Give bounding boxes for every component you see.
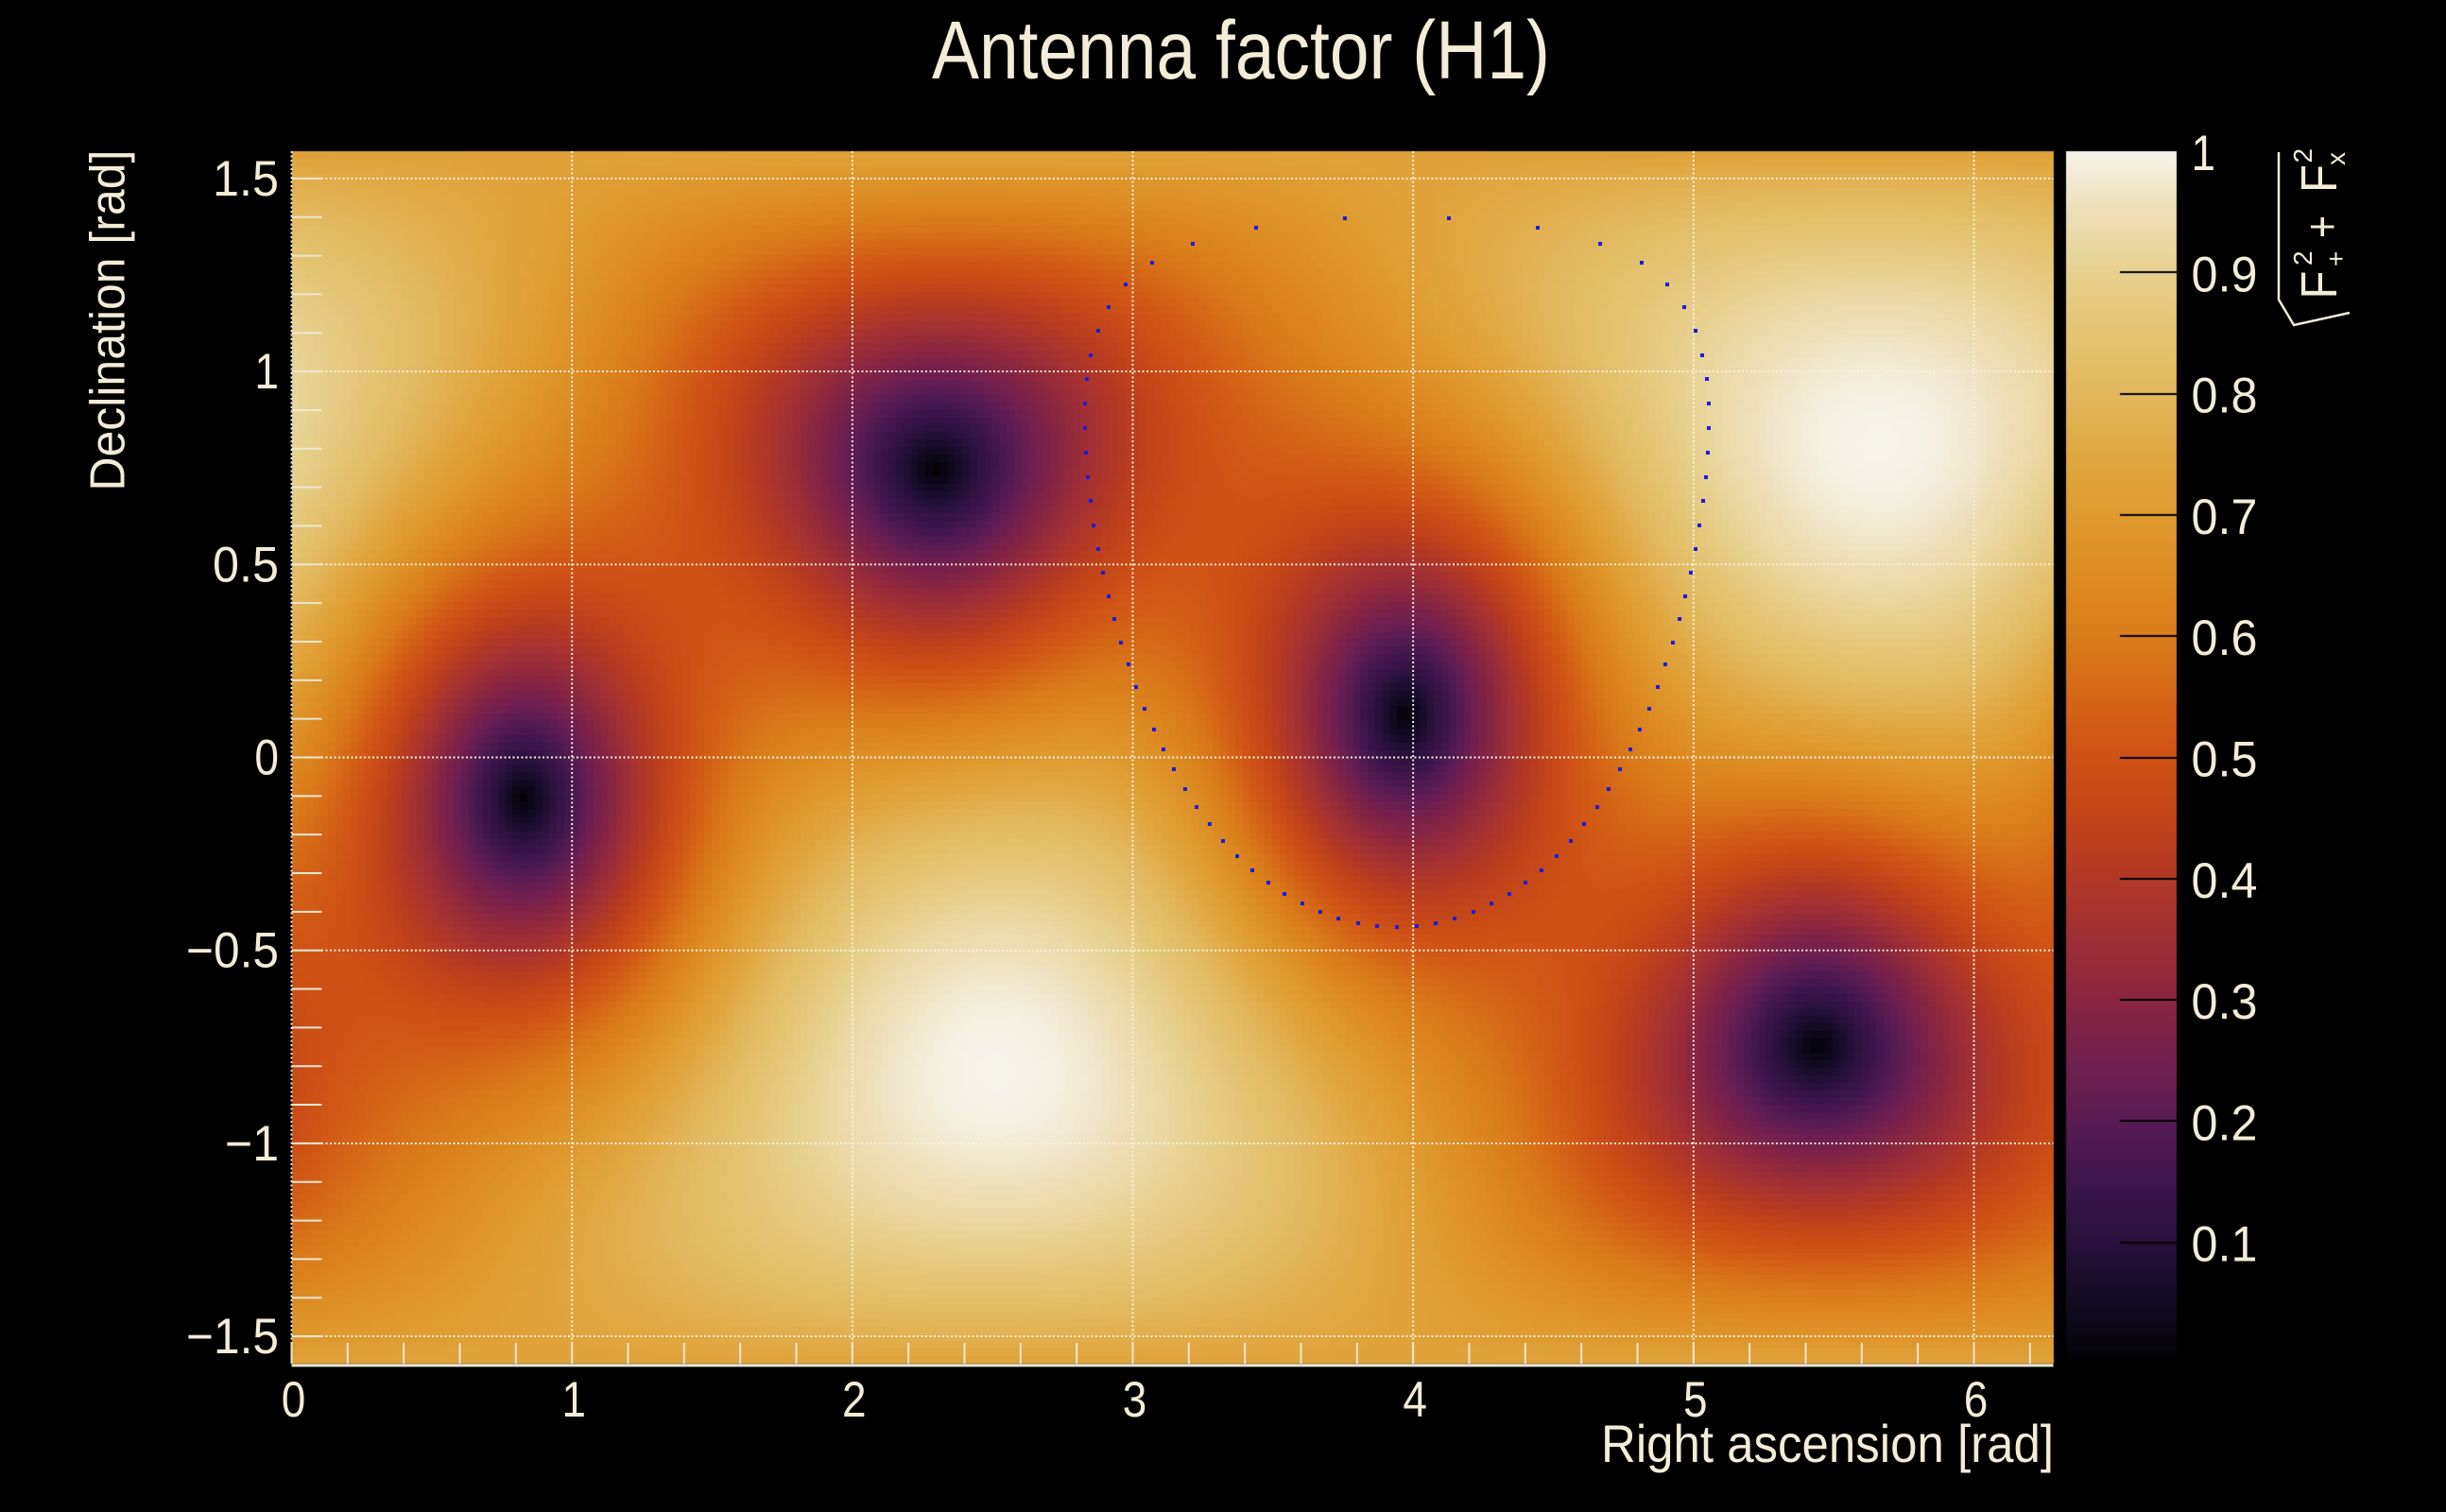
svg-text:0.4: 0.4 (2192, 853, 2258, 909)
svg-text:0.5: 0.5 (213, 537, 279, 593)
svg-text:0.2: 0.2 (2192, 1095, 2258, 1151)
svg-text:1: 1 (561, 1372, 586, 1428)
svg-text:1: 1 (254, 344, 279, 400)
svg-text:0.9: 0.9 (2192, 247, 2258, 302)
svg-text:0.7: 0.7 (2192, 490, 2258, 545)
svg-text:1.5: 1.5 (213, 151, 279, 207)
svg-text:0: 0 (254, 730, 279, 786)
svg-text:2: 2 (842, 1372, 867, 1428)
svg-text:4: 4 (1403, 1372, 1427, 1428)
svg-text:Right ascension [rad]: Right ascension [rad] (1601, 1414, 2054, 1473)
svg-text:+: + (2321, 251, 2351, 266)
svg-text:1: 1 (2192, 126, 2216, 181)
svg-text:3: 3 (1123, 1372, 1147, 1428)
svg-text:Declination [rad]: Declination [rad] (81, 150, 136, 491)
svg-text:2: 2 (2288, 148, 2317, 163)
svg-text:−1.5: −1.5 (186, 1309, 279, 1365)
svg-text:5: 5 (1683, 1372, 1708, 1428)
svg-text:+: + (2296, 215, 2349, 238)
svg-text:−1: −1 (225, 1116, 279, 1172)
svg-text:x: x (2321, 152, 2351, 165)
svg-text:−0.5: −0.5 (186, 923, 279, 979)
svg-text:0: 0 (282, 1372, 306, 1428)
svg-text:6: 6 (1964, 1372, 1989, 1428)
svg-text:F: F (2291, 164, 2348, 193)
svg-text:0.5: 0.5 (2192, 732, 2258, 788)
svg-text:0.1: 0.1 (2192, 1217, 2258, 1273)
svg-text:0.8: 0.8 (2192, 369, 2258, 424)
svg-text:F: F (2291, 271, 2348, 300)
svg-text:2: 2 (2288, 250, 2317, 266)
svg-text:0.6: 0.6 (2192, 610, 2258, 666)
svg-text:0.3: 0.3 (2192, 974, 2258, 1030)
svg-text:Antenna factor (H1): Antenna factor (H1) (932, 5, 1550, 96)
